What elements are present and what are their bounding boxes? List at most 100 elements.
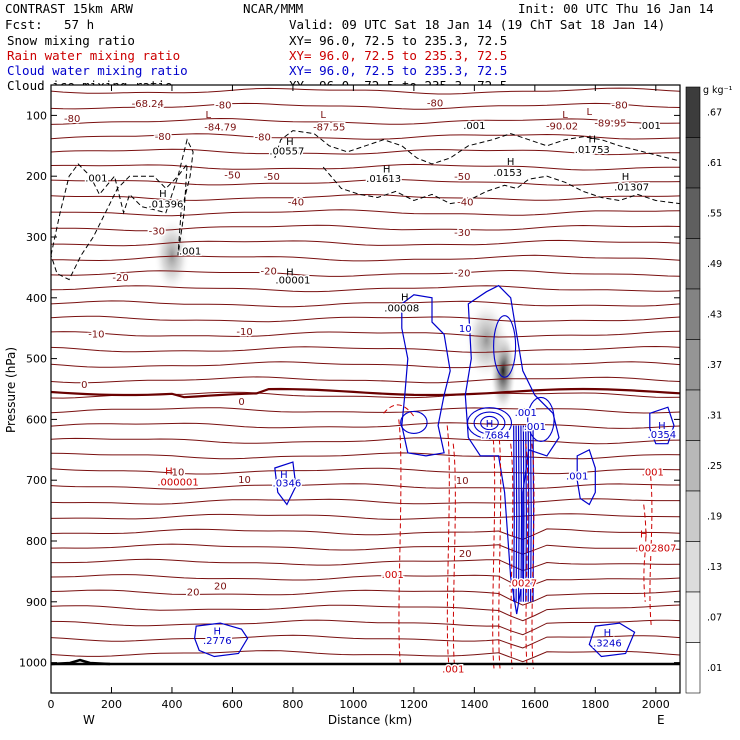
colorbar-unit: g kg⁻¹ [703, 85, 733, 96]
colorbar-swatch [685, 339, 701, 391]
x-tick-label: 400 [161, 698, 182, 711]
cloud-ice-high-marker: H [286, 268, 294, 279]
isotherm [51, 133, 680, 140]
isotherm [51, 254, 680, 262]
x-tick-label: 800 [282, 698, 303, 711]
isotherm [51, 315, 680, 323]
isotherm [51, 117, 680, 125]
temperature-label: -50 [224, 170, 240, 181]
colorbar-label: .19 [707, 511, 722, 522]
colorbar-swatch [685, 440, 701, 492]
colorbar-label: .13 [707, 562, 722, 573]
isotherm [51, 330, 680, 338]
cloud-ice-label: .01307 [614, 183, 649, 194]
freezing-isotherm [51, 387, 680, 399]
cloud-ice-high-marker: H [589, 135, 597, 146]
cloud-water-label: .7684 [481, 431, 510, 442]
temperature-label: -20 [112, 273, 128, 284]
cloud-water-label: .0346 [273, 479, 302, 490]
colorbar-swatch [685, 642, 701, 694]
cloud-water-column [517, 425, 520, 602]
model-title: CONTRAST 15km ARW [5, 1, 133, 16]
cloud-ice-high-marker: H [507, 157, 515, 168]
isotherm [51, 543, 680, 555]
rain-water-label: .001 [642, 468, 664, 479]
temperature-label: -87.55 [313, 122, 345, 133]
colorbar-label: .61 [707, 158, 722, 169]
east-label: E [657, 713, 665, 727]
cloud-water-contour [473, 411, 506, 435]
cloud-ice-label: .0153 [493, 168, 522, 179]
y-tick-label: 500 [26, 353, 47, 366]
cloud-ice-contour [51, 138, 194, 281]
colorbar-label: .31 [707, 410, 722, 421]
isotherm [51, 589, 680, 606]
cloud-water-column [520, 425, 523, 602]
temperature-label: -68.24 [132, 99, 164, 110]
colorbar-label: .49 [707, 259, 722, 270]
isotherm [51, 407, 680, 414]
x-tick-label: 1400 [460, 698, 488, 711]
y-tick-label: 800 [26, 535, 47, 548]
isotherm [51, 574, 680, 589]
rain-water-high-marker: H [165, 466, 173, 477]
center-title: NCAR/MMM [243, 1, 303, 16]
cloud-ice-label: .00557 [269, 147, 304, 158]
x-axis: 0 200 400 600 800 1000 1200 1400 1600 1800 2000 [48, 85, 670, 711]
isotherm [51, 604, 680, 622]
x-tick-label: 1200 [400, 698, 428, 711]
cloud-water-label: .2776 [203, 636, 232, 647]
cloud-water-contour [576, 448, 596, 506]
isotherm [51, 193, 680, 201]
cloud-water-column [522, 425, 525, 602]
cloud-water-contours [193, 284, 675, 658]
cloud-ice-high-marker: H [622, 172, 630, 183]
isotherm [51, 361, 680, 369]
cloud-water-column [525, 425, 527, 602]
temperature-label: -80 [611, 100, 627, 111]
rain-water-contour [383, 404, 415, 417]
field-xy: XY= 96.0, 72.5 to 235.3, 72.5 [289, 33, 507, 48]
header: CONTRAST 15km ARW NCAR/MMM Init: 00 UTC … [5, 1, 714, 93]
temperature-label: -80 [155, 132, 171, 143]
colorbar-swatch [685, 137, 701, 189]
cloud-water-high-marker: H [658, 421, 666, 432]
colorbar-swatch [685, 238, 701, 290]
rain-water-contour [398, 419, 402, 663]
isotherm [51, 285, 680, 293]
rain-water-label: .001 [382, 570, 404, 581]
cloud-water-high-marker: H [280, 470, 288, 481]
colorbar-label: .01 [707, 663, 722, 674]
x-tick-label: 200 [101, 698, 122, 711]
x-tick-label: 1800 [581, 698, 609, 711]
y-tick-label: 1000 [19, 657, 47, 670]
rain-water-contour [643, 504, 647, 602]
isotherm [51, 300, 680, 308]
cloud-water-contour [649, 406, 675, 445]
rain-water-label: .000001 [157, 477, 198, 488]
rain-water-label: .001 [442, 665, 464, 676]
colorbar-swatch [685, 86, 701, 138]
x-tick-label: 2000 [642, 698, 670, 711]
colorbar-swatch [685, 490, 701, 542]
low-marker: L [205, 110, 211, 121]
x-tick-label: 1600 [521, 698, 549, 711]
temperature-label: -80 [427, 99, 443, 110]
cloud-water-contour [401, 294, 451, 457]
isotherm [51, 513, 680, 520]
y-tick-label: 900 [26, 596, 47, 609]
valid-time: Valid: 09 UTC Sat 18 Jan 14 (19 ChT Sat … [289, 17, 665, 32]
isotherm [51, 619, 680, 636]
rain-water-contours [383, 404, 653, 669]
colorbar-label: .25 [707, 461, 722, 472]
cloud-ice-label: .001 [463, 121, 485, 132]
x-axis-label: Distance (km) [328, 713, 412, 727]
colorbar: g kg⁻¹ .67 .61 .55 .49 .43 .37 .31 .25 .19 .13 .07… [685, 85, 733, 694]
field-list: Snow mixing ratio XY= 96.0, 72.5 to 235.3… [7, 33, 507, 93]
cloud-ice-high-marker: H [401, 293, 409, 304]
cloud-water-contour [588, 622, 636, 658]
plot-area: -80 -68.24 -80 -80 -80 -84.79 -80 -80 -87.55 -90.… [4, 84, 681, 727]
rain-water-contour [531, 443, 535, 669]
isotherm [51, 163, 680, 171]
low-marker: L [562, 110, 568, 121]
